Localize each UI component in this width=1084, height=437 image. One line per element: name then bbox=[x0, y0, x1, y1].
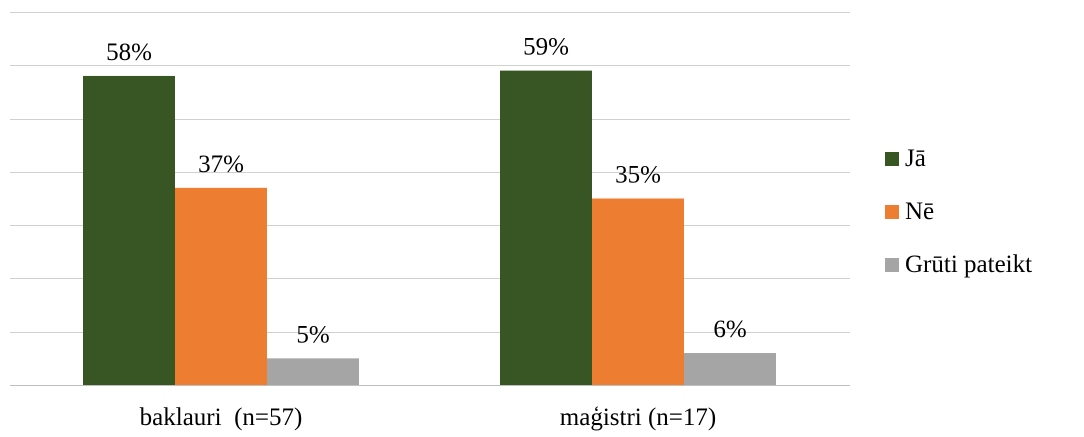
bar bbox=[83, 75, 175, 385]
data-label: 35% bbox=[615, 162, 661, 189]
data-label: 58% bbox=[106, 39, 152, 66]
legend-swatch-gruti-pateikt bbox=[885, 257, 899, 272]
legend-label-ja: Jā bbox=[905, 144, 926, 172]
legend-label-gruti-pateikt: Grūti pateikt bbox=[905, 250, 1033, 278]
legend-item-ne: Nē bbox=[885, 198, 1032, 225]
data-label: 6% bbox=[713, 316, 746, 343]
legend-item-gruti-pateikt: Grūti pateikt bbox=[885, 251, 1032, 278]
data-label: 59% bbox=[523, 34, 569, 61]
bar bbox=[500, 70, 592, 385]
bar bbox=[592, 198, 684, 385]
category-label: maģistri (n=17) bbox=[560, 404, 716, 431]
legend-label-ne: Nē bbox=[905, 197, 935, 225]
legend-swatch-ne bbox=[885, 204, 899, 219]
data-label: 37% bbox=[198, 151, 244, 178]
legend-swatch-ja bbox=[885, 151, 899, 166]
bar bbox=[684, 353, 776, 385]
data-label: 5% bbox=[296, 321, 329, 348]
legend-item-ja: Jā bbox=[885, 145, 1032, 172]
category-label: baklauri (n=57) bbox=[140, 404, 303, 431]
legend: Jā Nē Grūti pateikt bbox=[885, 145, 1032, 304]
bar bbox=[267, 358, 359, 385]
bar bbox=[175, 187, 267, 385]
